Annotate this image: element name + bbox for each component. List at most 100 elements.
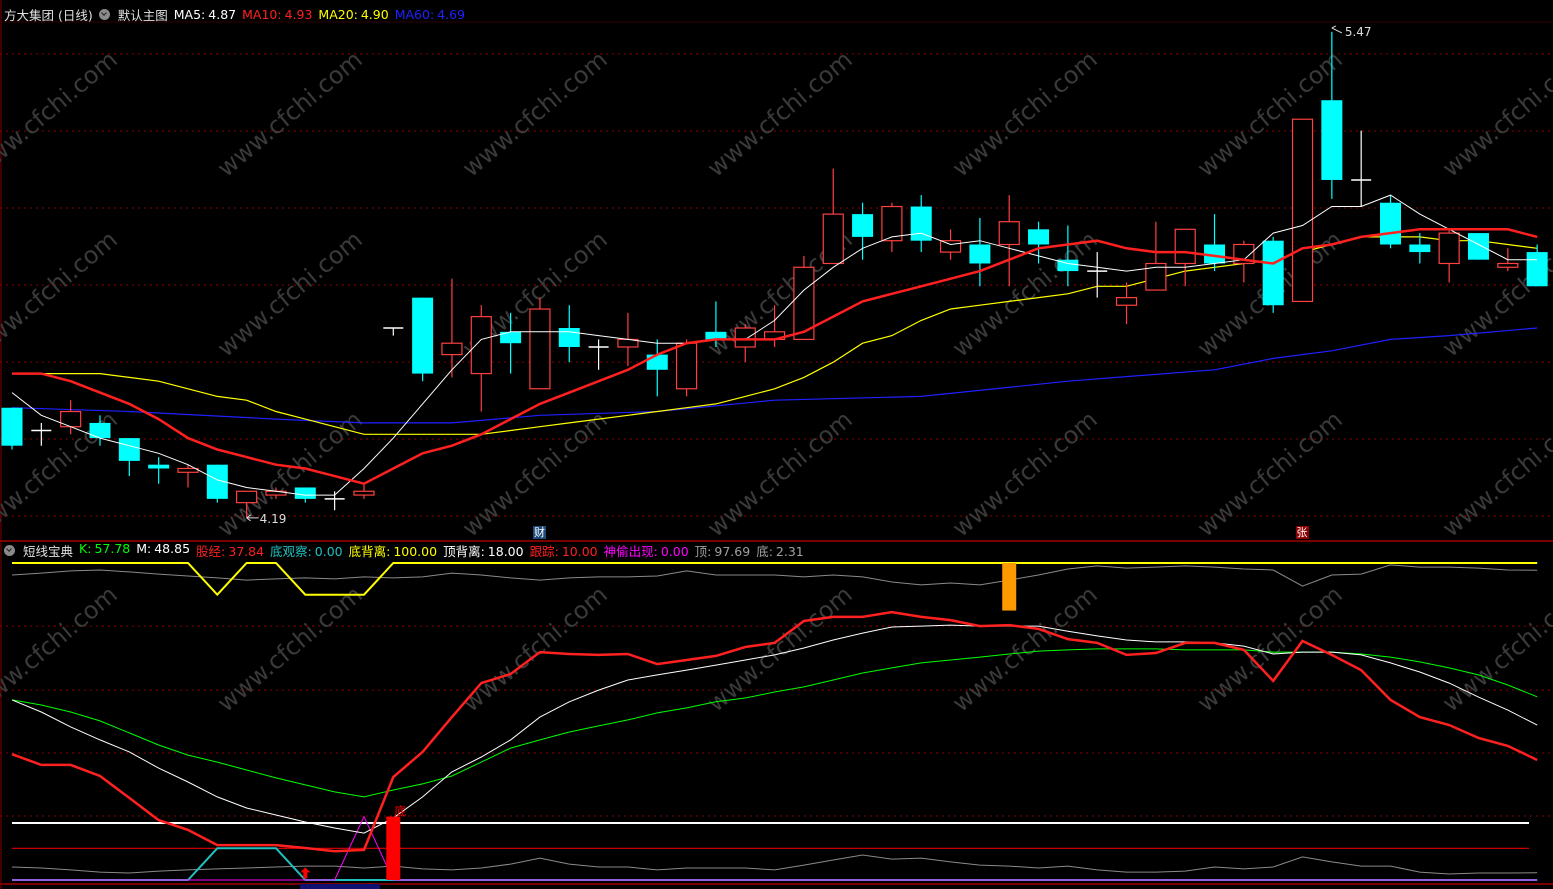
indicator-label: 股经: <box>196 544 226 559</box>
candle-body <box>939 240 962 253</box>
candle-body <box>441 342 463 356</box>
candle-body <box>500 331 522 344</box>
indicator-legend-item: K: 57.78 <box>79 541 130 560</box>
candle-body <box>852 214 874 237</box>
candle-body <box>353 490 375 496</box>
candle <box>1028 221 1050 264</box>
indicator-value: 57.78 <box>94 541 131 556</box>
candle-body <box>1262 240 1284 306</box>
ma-legend-item: MA5: 4.87 <box>174 7 236 22</box>
candle-body <box>969 244 991 264</box>
candle <box>852 202 874 260</box>
candle-body <box>881 205 903 242</box>
indicator-legend-item: 底观察: 0.00 <box>270 541 343 560</box>
candle <box>1526 244 1548 287</box>
indicator-value: 18.00 <box>487 544 524 559</box>
indicator-legend-item: 顶: 97.69 <box>695 541 751 560</box>
indicator-value: 100.00 <box>393 544 438 559</box>
candle-body <box>294 487 316 499</box>
candle-body <box>1115 297 1138 306</box>
main-chart-label[interactable]: 默认主图 <box>117 8 168 23</box>
candle <box>969 217 991 287</box>
ma-legend-items: MA5: 4.87 MA10: 4.93 MA20: 4.90 MA60: 4.69 <box>174 7 465 22</box>
candle-body <box>177 467 199 473</box>
indicator-legend-item: M: 48.85 <box>136 541 190 560</box>
candle-body <box>1497 262 1519 268</box>
indicator-legend: 短线宝典 K: 57.78 M: 48.85 股经: 37.84 底观察: 0.00 底背离: 1… <box>4 541 804 560</box>
indicator-label: 底背离: <box>348 544 391 559</box>
candle <box>822 168 844 265</box>
indicator-legend-items: K: 57.78 M: 48.85 股经: 37.84 底观察: 0.00 底背离: 100.00… <box>79 541 804 560</box>
bottom-divergence-line <box>12 562 1538 597</box>
candle <box>1468 233 1489 260</box>
info-marker[interactable]: 财 <box>532 526 546 539</box>
candle-body <box>1468 233 1489 260</box>
candle <box>793 255 815 341</box>
indicator-value: 0.00 <box>314 544 343 559</box>
candle <box>1 407 23 450</box>
candle <box>1291 118 1314 303</box>
candle <box>1380 195 1402 249</box>
bottom-line <box>11 854 1538 875</box>
ma-legend-item: MA10: 4.93 <box>242 7 312 22</box>
signal-bar <box>386 816 401 880</box>
ma10-line <box>12 228 1538 486</box>
candle <box>1115 282 1138 325</box>
candle-body <box>1028 229 1050 245</box>
ma60-line <box>11 327 1538 424</box>
candle <box>1497 248 1519 272</box>
indicator-value: 37.84 <box>228 544 265 559</box>
candle <box>383 327 404 336</box>
arrow-icon <box>246 514 259 522</box>
candle-body <box>1526 252 1548 287</box>
ma-value: 4.93 <box>284 7 313 22</box>
candle-body <box>1321 100 1343 180</box>
indicator-value: 48.85 <box>154 541 191 556</box>
candle <box>910 195 932 253</box>
candle <box>236 490 258 518</box>
chevron-down-icon[interactable] <box>4 545 15 556</box>
indicator-legend-item: 跟踪: 10.00 <box>530 541 598 560</box>
indicator-label: 神偷出现: <box>603 544 658 559</box>
arrow-up-icon <box>300 867 311 879</box>
indicator-legend-item: 底: 2.31 <box>756 541 804 560</box>
ma-value: 4.87 <box>208 7 237 22</box>
candle-body <box>118 438 140 461</box>
candle-body <box>470 316 492 375</box>
signal-bar-label: 底 <box>394 804 406 819</box>
indicator-legend-item: 神偷出现: 0.00 <box>604 541 689 560</box>
candle <box>412 297 434 382</box>
chevron-down-icon[interactable] <box>98 9 110 20</box>
indicator-label: 顶: <box>694 544 712 559</box>
indicator-value: 0.00 <box>660 544 689 559</box>
ma-label: MA10: <box>242 7 282 22</box>
candle-body <box>1057 259 1079 272</box>
indicator-legend-item: 股经: 37.84 <box>196 541 264 560</box>
indicator-value: 2.31 <box>775 544 804 559</box>
m-line <box>11 624 1538 834</box>
indicator-legend-item: 顶背离: 18.00 <box>443 541 524 560</box>
candle-body <box>206 464 228 499</box>
ma-label: MA60: <box>394 7 435 22</box>
candle-body <box>646 354 668 370</box>
candle <box>1204 214 1226 272</box>
candle-body <box>1145 262 1167 291</box>
ma-legend-item: MA60: 4.69 <box>395 7 465 22</box>
indicator-label: K: <box>79 541 92 556</box>
gujing-line <box>11 610 1538 853</box>
ma5-line <box>11 194 1538 496</box>
info-marker[interactable]: 张 <box>1295 526 1309 539</box>
indicator-name[interactable]: 短线宝典 <box>23 544 74 559</box>
indicator-value: 10.00 <box>561 544 598 559</box>
candle <box>1321 31 1343 199</box>
candle-body <box>1174 228 1196 265</box>
candle-body <box>1204 244 1226 264</box>
candle-body <box>236 490 258 504</box>
candle-body <box>675 342 698 390</box>
indicator-label: 底观察: <box>270 544 312 559</box>
horizontal-scrollbar[interactable] <box>300 884 380 889</box>
candle-body <box>1380 202 1402 245</box>
candle <box>148 457 170 484</box>
candle <box>588 339 609 370</box>
